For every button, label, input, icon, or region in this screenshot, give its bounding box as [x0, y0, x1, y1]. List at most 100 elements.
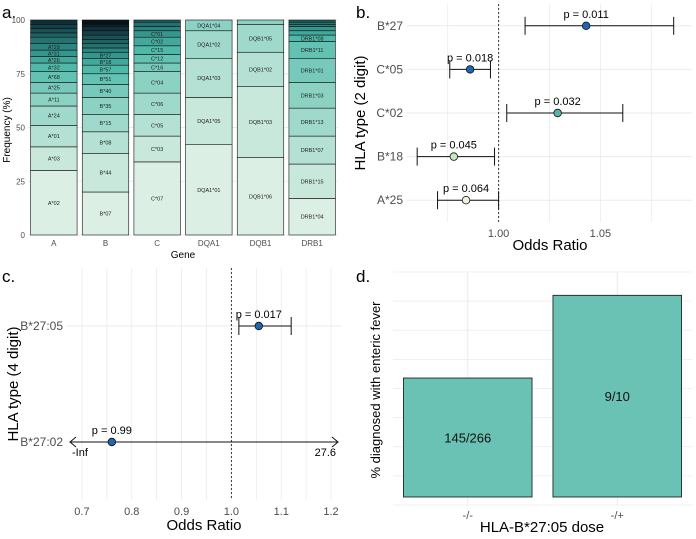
panel-a-segment-label: B*51	[100, 77, 112, 83]
panel-c: c. B*27:05 p = 0.017 B*27:02 -Inf 27.6 p = 0.…	[2, 267, 341, 534]
panel-a-segment-label: B*18	[100, 60, 112, 66]
panel-a-segment-label: DQB1*06	[249, 194, 272, 200]
panel-a-segment-label: C*06	[151, 102, 163, 108]
panel-c-tag: c.	[2, 267, 15, 286]
panel-c-ci-arrow-left	[69, 436, 77, 448]
panel-a-x-tick-label: DQB1	[250, 239, 272, 248]
panel-a-stack-segment	[288, 23, 336, 27]
panel-a-stack-segment	[81, 191, 130, 236]
panel-b-p-value: p = 0.011	[563, 9, 608, 21]
panel-b-row-label: B*18	[377, 150, 403, 164]
panel-a-stack-segment	[288, 163, 336, 199]
panel-a-y-ticks: 0 25 50 75 100	[12, 16, 26, 240]
panel-b-point	[461, 195, 471, 205]
panel-c-ci-upper-text: 27.6	[315, 447, 336, 459]
panel-b-p-value: p = 0.018	[447, 52, 493, 64]
panel-a-stack-segment	[81, 23, 130, 27]
panel-d-tag: d.	[356, 267, 370, 286]
panel-a-stack-segment	[288, 21, 336, 25]
panel-a-stack-segment	[236, 23, 285, 53]
panel-a-segment-label: DQA1*03	[197, 76, 220, 82]
panel-a-y-label: Frequency (%)	[2, 97, 13, 163]
panel-a-stack-segment	[288, 135, 336, 165]
panel-a-segment-label: A*29	[48, 45, 60, 51]
panel-a-stack-segment	[30, 170, 78, 236]
panel-d-x-ticks: -/- -/+	[463, 510, 624, 522]
panel-b-row-label: C*02	[376, 106, 403, 120]
panel-a-segment-label: DRB1*01	[301, 69, 324, 75]
panel-a-x-tick-label: A	[51, 239, 57, 248]
panel-a-stacked-bars: A*02 A*03 A*01 A*24 A*11 A*25 A*68 A*32A*26A*31…	[30, 19, 336, 236]
panel-a-stack-segment	[185, 97, 233, 146]
panel-a-segment-label: B*08	[100, 141, 112, 147]
panel-b-x-ticks: 1.00 1.05	[488, 228, 611, 240]
panel-a-stack-segment	[81, 43, 130, 49]
panel-a-segment-label: DQB1*02	[249, 67, 272, 73]
panel-a-segment-label: B*15	[100, 121, 112, 127]
panel-a-stack-segment	[133, 19, 181, 23]
panel-d-bar-label: 145/266	[444, 431, 491, 446]
panel-a-stack-segment	[288, 19, 336, 23]
panel-a-segment-label: C*16	[151, 65, 163, 71]
panel-a-segment-label: B*07	[100, 212, 112, 218]
panel-a-x-tick-label: DRB1	[301, 239, 323, 248]
panel-a-y-tick-label: 100	[12, 16, 26, 25]
panel-a-segment-label: DQB1*03	[249, 120, 272, 126]
panel-a-segment-label: A*31	[48, 51, 60, 57]
panel-c-plot-area	[67, 268, 341, 500]
panel-a-segment-label: A*26	[48, 58, 60, 64]
panel-a-y-tick-label: 50	[16, 124, 25, 133]
panel-b-x-label: Odds Ratio	[512, 237, 587, 254]
panel-d-bars: 145/266 9/10	[403, 294, 682, 498]
panel-c-x-tick-label: 0.7	[74, 506, 89, 518]
panel-a-stack-segment	[236, 51, 285, 87]
panel-a-segment-label: A*11	[48, 98, 60, 104]
panel-c-x-tick-label: 1.2	[323, 506, 338, 518]
panel-a-segment-label: DRB1*11	[301, 48, 324, 54]
panel-c-ci-arrow-right	[331, 436, 339, 448]
panel-c-x-tick-label: 1.0	[224, 506, 239, 518]
panel-a-segment-label: DQA1*01	[197, 188, 220, 194]
panel-a-segment-label: C*02	[151, 40, 163, 46]
panel-a-y-tick-label: 75	[16, 70, 25, 79]
panel-c-row-label: B*27:05	[20, 319, 63, 333]
panel-a-segment-label: B*35	[100, 104, 112, 110]
panel-a-stack-segment	[81, 26, 130, 32]
panel-a-stack-segment	[81, 30, 130, 36]
panel-a-segment-label: C*07	[151, 196, 163, 202]
panel-d-bar-label: 9/10	[605, 389, 630, 404]
panel-d-bar	[403, 377, 533, 498]
panel-a-segment-label: C*15	[151, 48, 163, 54]
panel-c-ci-lower-text: -Inf	[72, 447, 89, 459]
panel-a-stack-segment	[81, 19, 130, 23]
panel-a-segment-label: DQA1*04	[197, 23, 220, 29]
panel-a-segment-label: B*40	[100, 89, 112, 95]
panel-a-segment-label: A*25	[48, 86, 60, 92]
panel-a-segment-label: A*02	[48, 201, 60, 207]
panel-a: a. A*02A*03A*01A*24A*11A*25A*68A*32A*26A…	[2, 3, 338, 261]
panel-a-stack-segment	[288, 107, 336, 137]
panel-a-x-ticks: A B C DQA1 DQB1 DRB1	[51, 239, 323, 248]
panel-a-x-tick-label: C	[154, 239, 160, 248]
panel-b-p-value: p = 0.032	[535, 96, 581, 108]
panel-a-stack-segment	[288, 198, 336, 236]
panel-b-point	[449, 152, 459, 161]
panel-a-segment-label: C*03	[151, 147, 163, 153]
panel-b-tag: b.	[356, 3, 370, 22]
panel-a-segment-label: A*68	[48, 75, 60, 81]
panel-b-row-label: C*05	[376, 62, 403, 76]
panel-b-p-value: p = 0.045	[431, 140, 477, 152]
panel-a-segment-label: C*04	[151, 80, 163, 86]
panel-c-p-value: p = 0.017	[236, 309, 282, 321]
panel-c-point	[107, 437, 117, 447]
panel-a-segment-label: C*05	[151, 123, 163, 129]
panel-a-segment-label: A*32	[48, 65, 60, 71]
panel-a-segment-label: DQA1*05	[197, 119, 220, 125]
panel-d-bar	[552, 294, 682, 498]
panel-a-segment-label: B*44	[100, 171, 112, 177]
panel-a-stack-segment	[236, 19, 285, 25]
panel-b-point	[553, 108, 562, 118]
panel-a-segment-label: B*27	[100, 53, 112, 59]
panel-c-row-label: B*27:02	[20, 435, 63, 449]
